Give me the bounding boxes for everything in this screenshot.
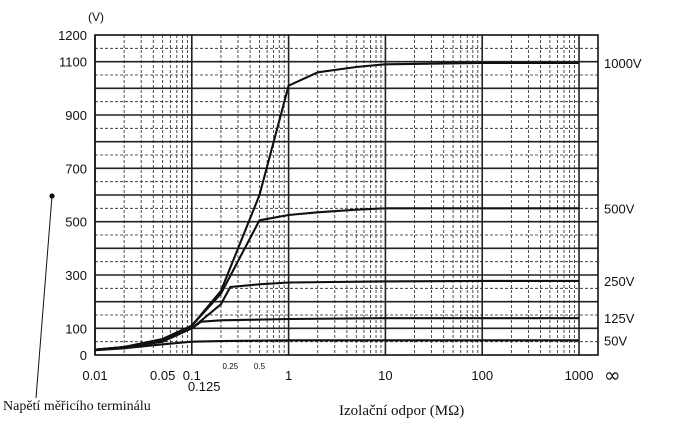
y-tick-label: 900 xyxy=(65,108,87,123)
series-line-50v xyxy=(94,339,579,352)
y-tick-label: 0 xyxy=(80,348,87,363)
series-label-500v: 500V xyxy=(604,201,635,216)
series-line-250v xyxy=(94,279,579,351)
y-tick-label: 1200 xyxy=(58,28,87,43)
y-tick-label: 300 xyxy=(65,268,87,283)
series-lines xyxy=(94,61,579,352)
axes xyxy=(94,34,599,356)
tick-labels: 1000V500V250V125V50V01003005007009001100… xyxy=(58,28,642,394)
x-tick-label-small: 0.25 xyxy=(223,362,239,371)
y-axis-label: Napětí měřicího terminálu xyxy=(3,399,151,414)
y-tick-label: 100 xyxy=(65,321,87,336)
series-line-1000v xyxy=(94,61,579,351)
series-label-250v: 250V xyxy=(604,274,635,289)
x-tick-label: 1000 xyxy=(565,368,594,383)
x-tick-label: 100 xyxy=(471,368,493,383)
x-axis-label: Izolační odpor (MΩ) xyxy=(339,403,464,419)
y-tick-label: 1100 xyxy=(59,55,87,70)
series-line-500v xyxy=(94,207,579,351)
y-label-pointer-dot xyxy=(49,193,55,199)
series-line-125v xyxy=(94,317,579,351)
x-tick-label: 1 xyxy=(285,368,292,383)
y-unit-label: (V) xyxy=(88,10,104,24)
grid xyxy=(94,35,598,355)
x-tick-label: 10 xyxy=(378,368,392,383)
y-tick-label: 500 xyxy=(65,215,87,230)
x-tick-label: 0.01 xyxy=(82,368,107,383)
x-infinity-label: ∞ xyxy=(604,363,621,387)
series-label-1000v: 1000V xyxy=(604,56,642,71)
x-tick-label-small: 0.5 xyxy=(254,362,266,371)
plot-frame xyxy=(94,34,599,356)
x-tick-label: 0.1 xyxy=(183,368,201,383)
x-tick-label-extra: 0.125 xyxy=(188,379,221,394)
x-tick-label: 0.05 xyxy=(150,368,175,383)
y-tick-label: 700 xyxy=(65,161,87,176)
series-label-50v: 50V xyxy=(604,333,627,348)
y-label-pointer xyxy=(35,195,53,399)
series-label-125v: 125V xyxy=(604,311,635,326)
